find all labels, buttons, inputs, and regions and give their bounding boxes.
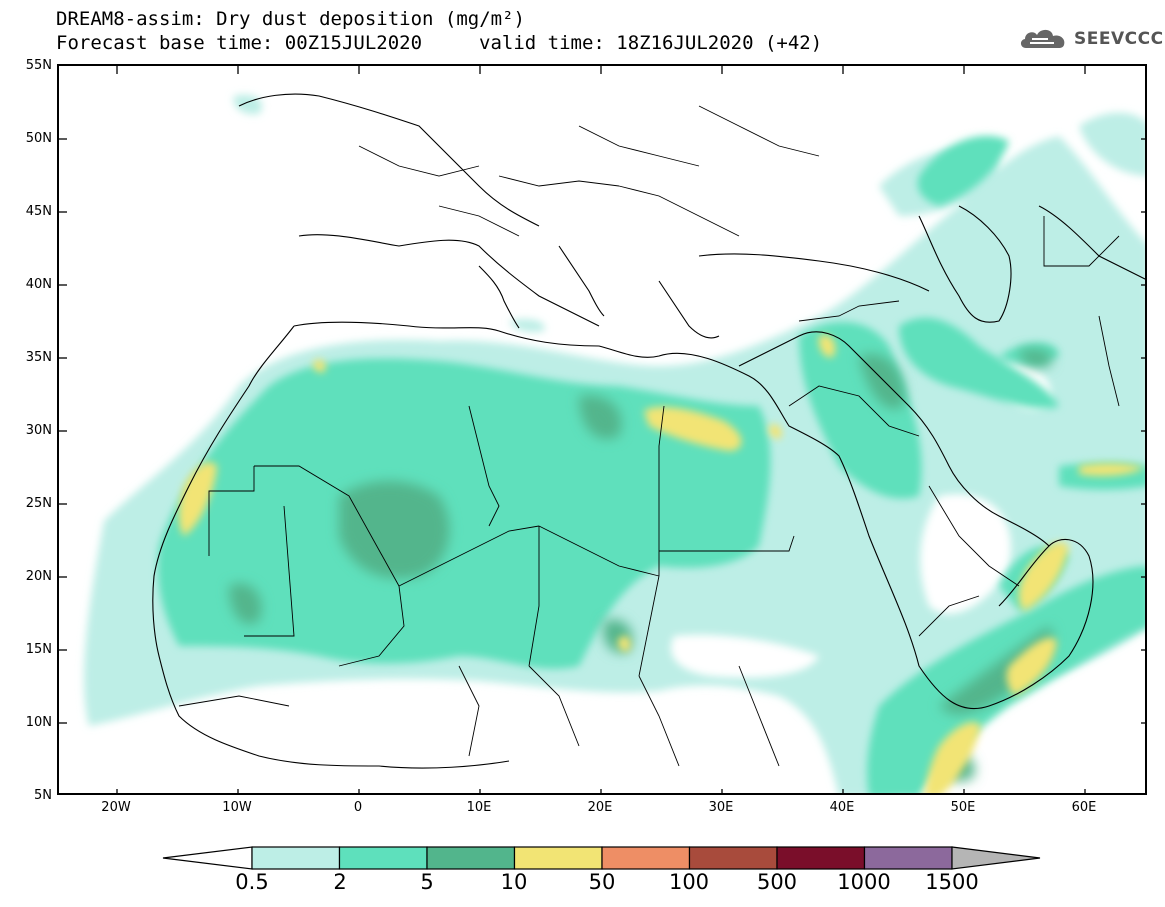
lat-label: 55N <box>25 58 52 73</box>
colorbar-swatch <box>338 846 428 870</box>
colorbar-label: 1000 <box>837 870 891 894</box>
colorbar-label: 2 <box>333 870 347 894</box>
colorbar-boxes <box>251 846 953 870</box>
lon-label: 20W <box>101 800 131 815</box>
lon-label: 30E <box>708 800 734 815</box>
lon-label: 60E <box>1071 800 1097 815</box>
map-area <box>57 64 1147 795</box>
seevccc-logo: SEEVCCC <box>1018 26 1164 52</box>
coastlines <box>152 93 1145 769</box>
lon-label: 50E <box>950 800 976 815</box>
colorbar-label: 500 <box>756 870 798 894</box>
forecast-base-time: Forecast base time: 00Z15JUL2020 <box>56 32 423 54</box>
lat-label: 45N <box>25 204 52 219</box>
lat-label: 40N <box>25 277 52 292</box>
colorbar-label: 0.5 <box>235 870 269 894</box>
frame-ticks <box>59 66 1145 793</box>
lat-label: 10N <box>25 715 52 730</box>
logo-text: SEEVCCC <box>1074 29 1164 49</box>
valid-time: valid time: 18Z16JUL2020 (+42) <box>479 32 823 54</box>
lon-label: 40E <box>829 800 855 815</box>
colorbar-high-arrow <box>951 846 1041 870</box>
cloud-icon <box>1020 29 1065 48</box>
lat-label: 50N <box>25 131 52 146</box>
colorbar-swatch <box>688 846 778 870</box>
lat-label: 30N <box>25 423 52 438</box>
lat-label: 35N <box>25 350 52 365</box>
lat-label: 15N <box>25 642 52 657</box>
lat-label: 25N <box>25 496 52 511</box>
lat-label: 20N <box>25 569 52 584</box>
colorbar-swatch <box>513 846 603 870</box>
colorbar-label: 10 <box>500 870 528 894</box>
colorbar-swatch <box>863 846 953 870</box>
colorbar-swatch <box>601 846 691 870</box>
colorbar-swatch <box>426 846 516 870</box>
lon-label: 20E <box>587 800 613 815</box>
colorbar-swatch <box>776 846 866 870</box>
country-borders <box>178 105 1120 767</box>
lat-label: 5N <box>34 788 52 803</box>
shade-level-5 <box>229 348 1053 782</box>
colorbar-label: 50 <box>588 870 616 894</box>
colorbar-label: 5 <box>420 870 434 894</box>
colorbar <box>0 840 1165 880</box>
map-title: DREAM8-assim: Dry dust deposition (mg/m²… <box>56 8 525 30</box>
dust-map <box>59 66 1145 793</box>
colorbar-low-arrow <box>162 846 253 870</box>
colorbar-swatch <box>251 846 341 870</box>
lon-label: 10W <box>222 800 252 815</box>
lon-label: 10E <box>466 800 492 815</box>
lon-label: 0 <box>353 800 363 815</box>
colorbar-swatches <box>162 846 1041 870</box>
colorbar-label: 1500 <box>925 870 979 894</box>
colorbar-label: 100 <box>668 870 710 894</box>
shade-level-10 <box>178 334 1144 793</box>
